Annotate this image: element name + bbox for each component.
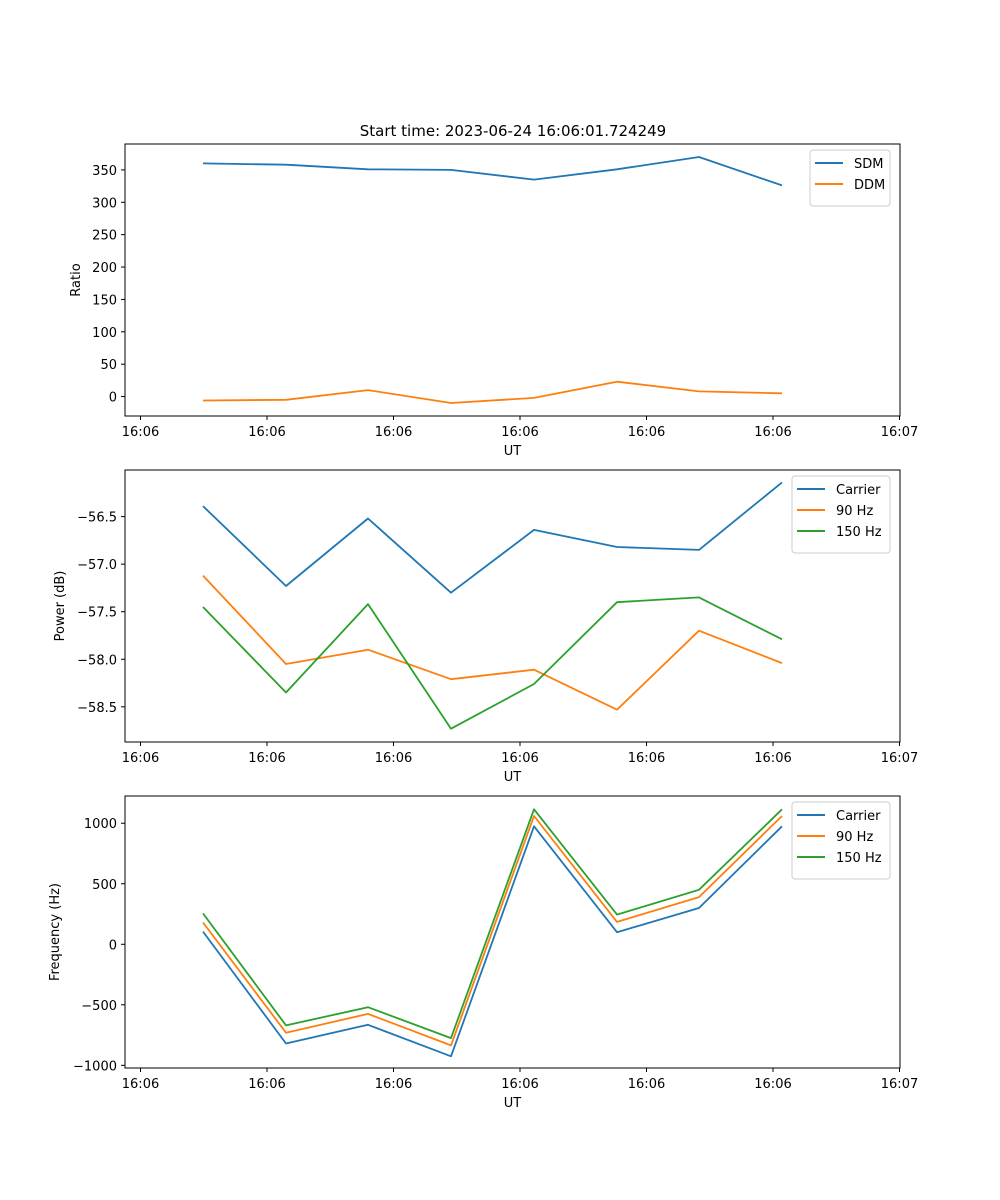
x-axis-label: UT <box>504 770 522 785</box>
x-tick-label: 16:06 <box>628 1077 665 1092</box>
series-line-150-hz <box>202 808 783 1039</box>
legend-label: Carrier <box>836 483 881 498</box>
x-tick-label: 16:06 <box>248 1077 285 1092</box>
y-tick-label: 300 <box>92 196 117 211</box>
x-tick-label: 16:06 <box>375 751 412 766</box>
y-tick-label: 0 <box>109 938 117 953</box>
series-line-90-hz <box>202 574 783 711</box>
series-line-150-hz <box>202 596 783 730</box>
chart-panel-2: 16:06 16:06 16:06 16:06 16:06 16:06 16:07 UT −58… <box>53 469 918 785</box>
legend-label: 90 Hz <box>836 504 873 519</box>
y-tick-label: −57.5 <box>77 606 117 621</box>
legend-label: Carrier <box>836 809 881 824</box>
y-tick-label: 1000 <box>84 817 117 832</box>
legend-box <box>791 801 891 880</box>
y-tick-label: 200 <box>92 261 117 276</box>
x-tick-label: 16:06 <box>375 1077 412 1092</box>
x-tick-label: 16:06 <box>501 751 538 766</box>
legend-label: 150 Hz <box>836 851 882 866</box>
x-axis-label: UT <box>504 1096 522 1111</box>
x-tick-label: 16:06 <box>754 751 791 766</box>
legend-label: SDM <box>854 157 883 172</box>
y-tick-label: 50 <box>100 358 117 373</box>
plot-frame <box>124 795 901 1069</box>
series-line-sdm <box>202 156 783 187</box>
x-axis-label: UT <box>504 444 522 459</box>
legend: Carrier 90 Hz 150 Hz <box>791 801 891 880</box>
y-tick-label: −57.0 <box>77 558 117 573</box>
y-tick-label: 500 <box>92 878 117 893</box>
y-tick-label: 250 <box>92 229 117 244</box>
x-tick-label: 16:06 <box>501 1077 538 1092</box>
x-tick-label: 16:06 <box>122 751 159 766</box>
x-tick-label: 16:06 <box>375 425 412 440</box>
x-tick-label: 16:06 <box>501 425 538 440</box>
x-tick-label: 16:06 <box>122 425 159 440</box>
legend-box <box>791 475 891 554</box>
legend: SDM DDM <box>809 149 891 207</box>
x-tick-label: 16:07 <box>881 751 918 766</box>
y-axis-label: Ratio <box>69 263 84 296</box>
y-tick-label: −58.0 <box>77 653 117 668</box>
plot-frame <box>124 469 901 743</box>
x-tick-label: 16:07 <box>881 425 918 440</box>
x-tick-label: 16:06 <box>248 425 285 440</box>
figure-title: Start time: 2023-06-24 16:06:01.724249 <box>360 122 666 140</box>
chart-panel-3: 16:06 16:06 16:06 16:06 16:06 16:06 16:07 UT −10… <box>48 795 918 1111</box>
y-axis-label: Power (dB) <box>53 571 68 642</box>
series-line-carrier <box>202 825 783 1058</box>
x-tick-label: 16:06 <box>754 425 791 440</box>
y-tick-label: −56.5 <box>77 511 117 526</box>
y-tick-label: 150 <box>92 293 117 308</box>
y-tick-label: 100 <box>92 326 117 341</box>
y-tick-label: −1000 <box>73 1059 117 1074</box>
chart-panel-1: 16:06 16:06 16:06 16:06 16:06 16:06 16:07 UT 0 50… <box>69 143 918 459</box>
legend: Carrier 90 Hz 150 Hz <box>791 475 891 554</box>
y-axis-label: Frequency (Hz) <box>48 883 63 981</box>
legend-label: 150 Hz <box>836 525 882 540</box>
x-tick-label: 16:07 <box>881 1077 918 1092</box>
y-tick-label: −58.5 <box>77 701 117 716</box>
legend-label: DDM <box>854 178 885 193</box>
x-tick-label: 16:06 <box>122 1077 159 1092</box>
plot-frame <box>124 143 901 417</box>
x-tick-label: 16:06 <box>628 751 665 766</box>
x-tick-label: 16:06 <box>628 425 665 440</box>
y-tick-label: 0 <box>109 391 117 406</box>
legend-label: 90 Hz <box>836 830 873 845</box>
x-tick-label: 16:06 <box>248 751 285 766</box>
series-line-carrier <box>202 481 783 594</box>
x-tick-label: 16:06 <box>754 1077 791 1092</box>
series-line-ddm <box>202 380 783 404</box>
series-line-90-hz <box>202 815 783 1047</box>
y-tick-label: 350 <box>92 164 117 179</box>
y-tick-label: −500 <box>81 999 117 1014</box>
